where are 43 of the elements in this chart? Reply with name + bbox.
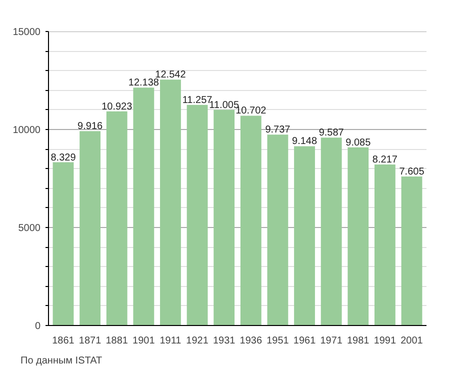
x-tick-label: 1961 (293, 336, 316, 346)
x-tick-label: 1901 (132, 336, 156, 346)
bar (374, 164, 396, 326)
y-tick-label: 10000 (12, 125, 41, 136)
bar (80, 131, 101, 326)
x-tick-label: 1931 (212, 336, 236, 346)
x-tick-label: 1951 (266, 336, 290, 346)
bar (348, 147, 369, 326)
bar (240, 116, 262, 326)
x-tick-label: 1936 (240, 336, 262, 346)
data-label: 10.923 (102, 101, 133, 112)
bar (267, 134, 288, 326)
data-label: 7.605 (399, 166, 425, 178)
bar (186, 104, 208, 326)
y-tick-label: 5000 (18, 223, 41, 234)
x-tick-label: 1881 (106, 336, 128, 346)
bar (160, 80, 181, 326)
text: По данным ISTAT (20, 356, 102, 366)
x-tick-label: 1981 (347, 336, 370, 346)
x-tick-label: 1971 (320, 336, 343, 346)
x-tick-label: 1921 (186, 336, 209, 346)
bar (52, 162, 74, 326)
data-label: 12.138 (128, 78, 160, 89)
x-tick-label: 2001 (400, 336, 424, 346)
y-tick-label: 15000 (12, 27, 41, 38)
bar (294, 146, 315, 326)
y-tick-label: 0 (34, 321, 41, 332)
x-tick-label: 1991 (374, 336, 397, 346)
bar (214, 110, 235, 326)
data-label: 9.148 (292, 136, 318, 148)
bar (106, 111, 128, 326)
bar (401, 176, 422, 326)
x-tick-label: 1871 (78, 336, 102, 346)
data-label: 8.329 (50, 152, 76, 164)
data-label: 9.085 (346, 137, 372, 148)
data-label: 9.587 (318, 128, 344, 139)
data-label: 8.217 (372, 154, 398, 166)
x-tick-label: 1911 (160, 336, 182, 346)
bar (133, 88, 154, 326)
x-tick-label: 1861 (52, 336, 75, 346)
data-label: 9.737 (265, 124, 291, 136)
data-label: 9.916 (78, 121, 104, 132)
bar (320, 138, 342, 326)
